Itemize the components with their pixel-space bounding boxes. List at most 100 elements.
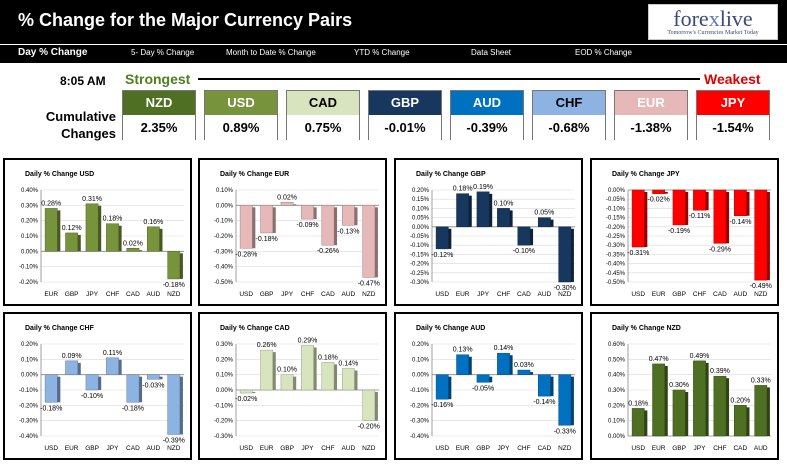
bar-depth [746, 192, 750, 216]
bar-depth [118, 359, 122, 375]
x-tick-label: NZD [167, 291, 181, 298]
data-label: -0.33% [554, 428, 576, 435]
y-tick-label: 0.00% [608, 434, 626, 440]
y-tick-label: -0.05% [410, 234, 430, 240]
y-tick-label: -0.40% [19, 434, 39, 440]
bar [260, 205, 274, 234]
strongest-label: Strongest [125, 71, 191, 87]
bar-depth [570, 376, 574, 426]
bar [497, 352, 510, 375]
data-label: 0.28% [41, 200, 61, 207]
x-tick-label: CHF [106, 291, 119, 298]
x-tick-label: USD [239, 291, 253, 298]
currency-change: -0.01% [369, 116, 441, 140]
y-tick-label: 0.20% [216, 357, 234, 363]
nav-ytd-change[interactable]: YTD % Change [354, 48, 410, 57]
y-tick-label: -0.10% [19, 265, 39, 271]
bar [362, 205, 376, 278]
data-label: -0.12% [431, 252, 453, 259]
data-label: 0.02% [123, 240, 143, 247]
bar [362, 389, 376, 421]
y-tick-label: -0.30% [214, 434, 234, 440]
currency-change: -0.68% [533, 116, 605, 140]
y-tick-label: -0.10% [214, 403, 234, 409]
data-label: -0.14% [533, 399, 555, 406]
cumulative-changes-label: Cumulative Changes [36, 108, 116, 142]
bar-depth [705, 362, 709, 436]
chart-panel-cad: Daily % Change CAD 0.30% 0.20% 0.10% 0.00% -0… [198, 312, 387, 460]
y-tick-label: 0.20% [412, 188, 430, 194]
cumulative-label-line2: Changes [61, 126, 116, 141]
forexlive-logo[interactable]: forexlive Tomorrow's Currencies Market T… [648, 4, 778, 40]
y-tick-label: -0.10% [410, 243, 430, 249]
y-tick-label: 0.00% [412, 373, 430, 379]
chart-panel-usd: Daily % Change USD 0.40% 0.30% 0.20% 0.10% 0.… [3, 158, 192, 306]
chart-title: Daily % Change GBP [416, 171, 486, 178]
bar-depth [77, 362, 81, 375]
x-tick-label: USD [631, 291, 645, 298]
bar [733, 405, 747, 437]
chart-panel-aud: Daily % Change AUD 0.20% 0.10% 0.00% -0.10% -… [394, 312, 583, 460]
nav-day-change[interactable]: Day % Change [18, 47, 88, 58]
bar [652, 363, 666, 437]
y-tick-label: 0.10% [21, 357, 39, 363]
cumulative-box-usd: USD 0.89% [204, 90, 278, 140]
bar-depth [293, 204, 297, 206]
bar [167, 374, 181, 435]
bar-depth [664, 192, 668, 194]
bar [672, 389, 686, 437]
strength-range-line [198, 78, 700, 80]
x-tick-label: JPY [281, 291, 294, 298]
data-label: 0.10% [277, 367, 297, 374]
bar-depth [334, 207, 338, 246]
data-label: 0.18% [103, 216, 123, 223]
bar-depth [489, 193, 493, 227]
data-label: -0.13% [337, 228, 359, 235]
nav-5day-change[interactable]: 5- Day % Change [131, 48, 195, 57]
bar-depth [726, 192, 730, 244]
bar [476, 191, 490, 228]
bar-depth [468, 356, 472, 375]
nav-month-to-date[interactable]: Month to Date % Change [226, 48, 316, 57]
data-label: 0.29% [298, 338, 318, 345]
chart-panel-chf: Daily % Change CHF 0.20% 0.10% 0.00% -0.10% -… [3, 312, 192, 460]
x-tick-label: CAD [537, 445, 551, 452]
x-tick-label: NZD [167, 445, 181, 452]
y-tick-label: 0.40% [21, 188, 39, 194]
y-tick-label: 0.00% [21, 373, 39, 379]
y-tick-label: 0.40% [608, 373, 626, 379]
currency-change: -1.38% [615, 116, 687, 140]
bar [280, 374, 294, 391]
currency-name: USD [205, 91, 277, 115]
y-tick-label: -0.10% [214, 219, 234, 225]
data-label: -0.11% [689, 213, 711, 220]
y-tick-label: 0.00% [216, 203, 234, 209]
x-tick-label: JPY [302, 445, 315, 452]
bar-depth [550, 219, 554, 227]
data-label: -0.18% [163, 282, 185, 289]
x-tick-label: CAD [321, 291, 335, 298]
y-tick-label: -0.10% [606, 206, 626, 212]
nav-data-sheet[interactable]: Data Sheet [471, 48, 512, 57]
bar-depth [644, 410, 648, 436]
nav-eod-change[interactable]: EOD % Change [575, 48, 632, 57]
y-tick-label: 0.10% [412, 206, 430, 212]
bar [693, 189, 706, 211]
x-tick-label: GBP [65, 291, 79, 298]
y-tick-label: 0.20% [21, 342, 39, 348]
bar-depth [766, 192, 770, 281]
chart-panel-gbp: Daily % Change GBP 0.20% 0.15% 0.10% 0.05% 0.… [394, 158, 583, 306]
logo-wordmark-post: live [719, 6, 753, 31]
bar [672, 189, 686, 226]
y-tick-label: -0.15% [606, 216, 626, 222]
y-tick-label: 0.10% [412, 357, 430, 363]
y-tick-label: 0.20% [608, 403, 626, 409]
cumulative-box-aud: AUD -0.39% [450, 90, 524, 140]
y-tick-label: 0.30% [216, 342, 234, 348]
bar-depth [159, 376, 163, 380]
nav-bar: Day % Change 5- Day % Change Month to Da… [0, 44, 787, 63]
logo-wordmark-x: x [708, 6, 720, 31]
bar [631, 189, 645, 248]
y-tick-label: -0.35% [606, 252, 626, 258]
bar [537, 374, 551, 397]
